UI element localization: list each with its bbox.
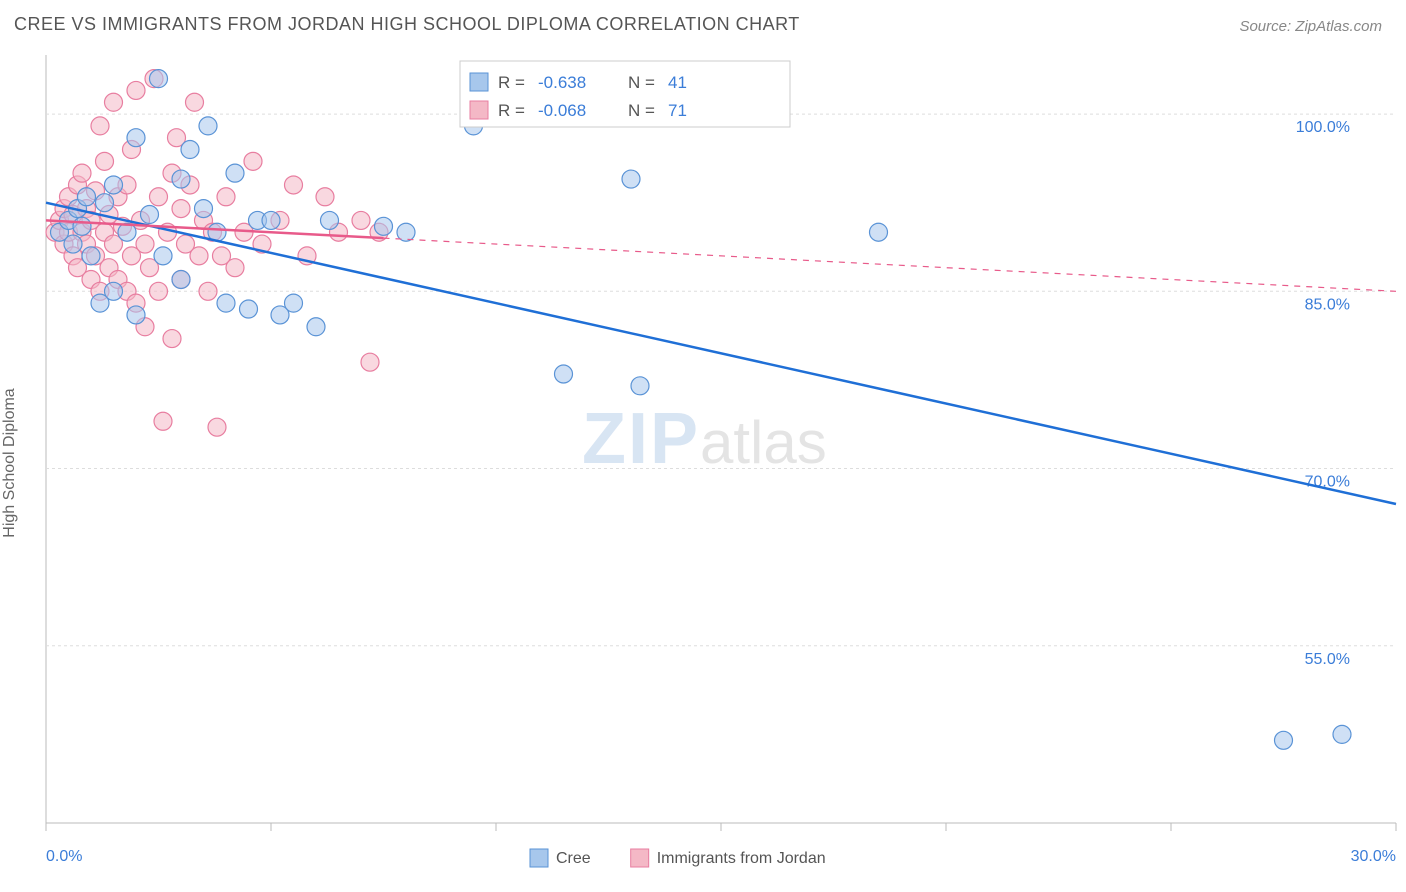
legend-n-value: 41 (668, 73, 687, 92)
legend-swatch-cree (470, 73, 488, 91)
cree-point (631, 377, 649, 395)
jordan-point (127, 81, 145, 99)
x-tick-label: 0.0% (46, 848, 82, 865)
cree-point (622, 170, 640, 188)
cree-point (78, 188, 96, 206)
cree-point (307, 318, 325, 336)
jordan-point (136, 235, 154, 253)
cree-point (870, 223, 888, 241)
jordan-point (199, 282, 217, 300)
cree-point (105, 282, 123, 300)
cree-point (240, 300, 258, 318)
y-axis-title: High School Diploma (1, 388, 19, 537)
watermark-text: ZIP (582, 399, 700, 479)
cree-point (285, 294, 303, 312)
cree-point (226, 164, 244, 182)
cree-point (1333, 725, 1351, 743)
cree-point (321, 211, 339, 229)
x-tick-label: 30.0% (1351, 848, 1396, 865)
jordan-point (154, 412, 172, 430)
bottom-legend-label-jordan: Immigrants from Jordan (657, 850, 826, 867)
jordan-point (226, 259, 244, 277)
legend-n-value: 71 (668, 101, 687, 120)
jordan-point (172, 200, 190, 218)
chart-title: CREE VS IMMIGRANTS FROM JORDAN HIGH SCHO… (14, 14, 800, 35)
cree-point (154, 247, 172, 265)
jordan-point (316, 188, 334, 206)
cree-point (375, 217, 393, 235)
jordan-point (91, 117, 109, 135)
legend-r-value: -0.638 (538, 73, 586, 92)
jordan-point (73, 164, 91, 182)
bottom-legend-label-cree: Cree (556, 850, 591, 867)
y-tick-label: 100.0% (1296, 119, 1350, 136)
legend-swatch-jordan (470, 101, 488, 119)
y-tick-label: 85.0% (1305, 296, 1350, 313)
cree-point (127, 306, 145, 324)
cree-point (64, 235, 82, 253)
cree-point (262, 211, 280, 229)
jordan-point (150, 282, 168, 300)
legend-r-value: -0.068 (538, 101, 586, 120)
jordan-point (186, 93, 204, 111)
cree-point (172, 270, 190, 288)
cree-point (195, 200, 213, 218)
cree-point (555, 365, 573, 383)
jordan-point (244, 152, 262, 170)
cree-point (73, 217, 91, 235)
jordan-point (150, 188, 168, 206)
legend-r-label: R = (498, 101, 525, 120)
cree-point (181, 141, 199, 159)
cree-point (141, 206, 159, 224)
chart-source: Source: ZipAtlas.com (1239, 18, 1382, 35)
jordan-point (163, 330, 181, 348)
correlation-scatter-chart: 55.0%70.0%85.0%100.0%0.0%30.0%ZIPatlasR … (0, 43, 1406, 883)
jordan-point (352, 211, 370, 229)
bottom-legend-swatch-jordan (631, 849, 649, 867)
cree-point (96, 194, 114, 212)
jordan-point (285, 176, 303, 194)
legend-n-label: N = (628, 73, 655, 92)
jordan-point (361, 353, 379, 371)
jordan-point (96, 152, 114, 170)
watermark-text: atlas (700, 409, 827, 476)
legend-n-label: N = (628, 101, 655, 120)
jordan-point (190, 247, 208, 265)
cree-point (1275, 731, 1293, 749)
cree-point (127, 129, 145, 147)
cree-point (150, 70, 168, 88)
jordan-point (208, 418, 226, 436)
y-tick-label: 55.0% (1305, 651, 1350, 668)
bottom-legend-swatch-cree (530, 849, 548, 867)
cree-point (217, 294, 235, 312)
cree-point (105, 176, 123, 194)
cree-point (172, 170, 190, 188)
jordan-trendline-dashed (384, 238, 1397, 291)
jordan-point (217, 188, 235, 206)
jordan-point (105, 93, 123, 111)
cree-point (82, 247, 100, 265)
cree-point (199, 117, 217, 135)
legend-r-label: R = (498, 73, 525, 92)
chart-area: High School Diploma 55.0%70.0%85.0%100.0… (0, 43, 1406, 883)
